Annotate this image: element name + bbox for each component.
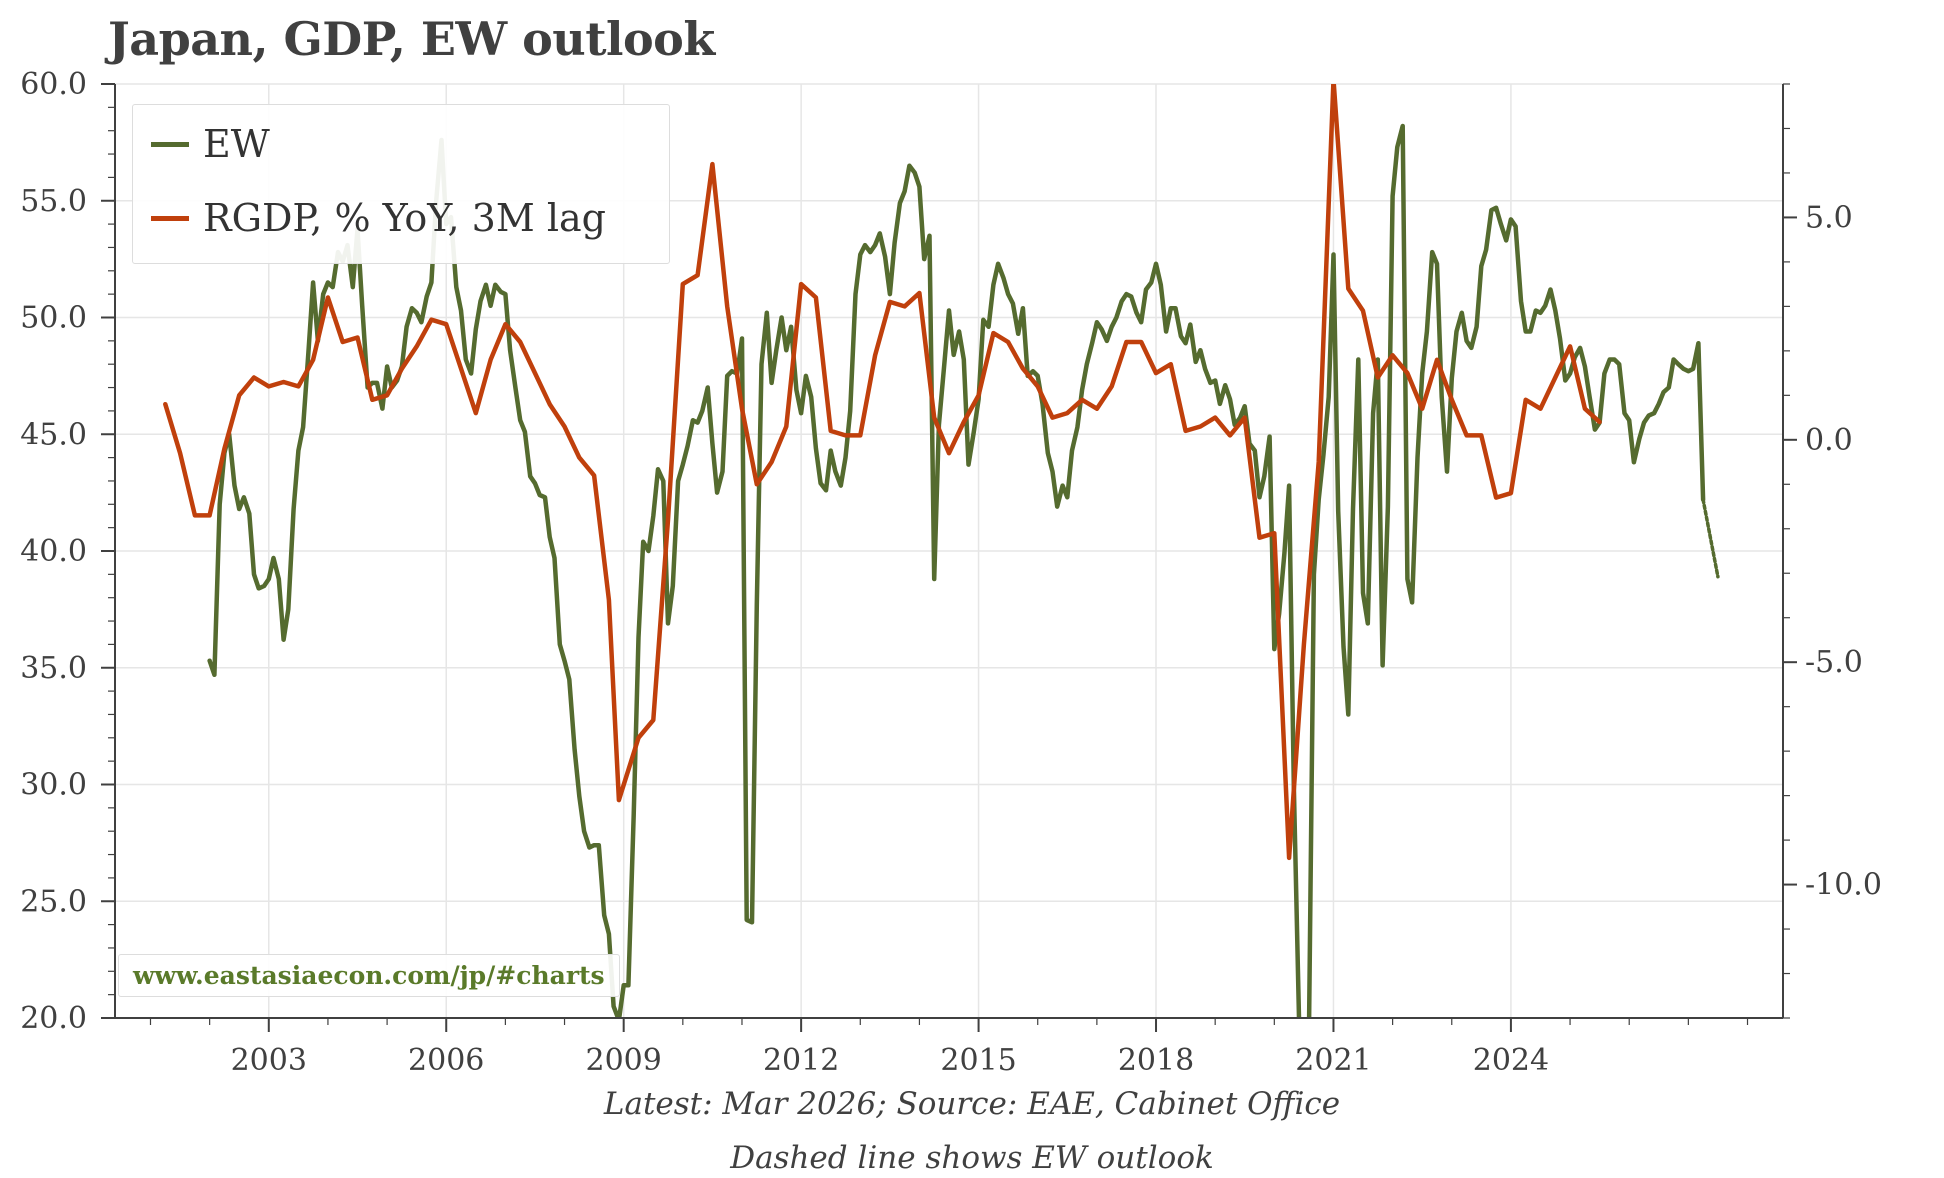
y-left-tick-label: 25.0 bbox=[20, 884, 87, 919]
legend-item-rgdp: RGDP, % YoY, 3M lag bbox=[151, 195, 606, 241]
series-ew-outlook-line bbox=[1701, 497, 1720, 579]
watermark-link[interactable]: www.eastasiaecon.com/jp/#charts bbox=[118, 954, 620, 997]
y-left-tick-label: 50.0 bbox=[20, 301, 87, 336]
x-tick-label: 2003 bbox=[231, 1043, 307, 1078]
footer-note: Dashed line shows EW outlook bbox=[730, 1140, 1214, 1176]
chart-title: Japan, GDP, EW outlook bbox=[108, 12, 715, 66]
y-left-tick-label: 35.0 bbox=[20, 651, 87, 686]
x-tick-label: 2012 bbox=[763, 1043, 839, 1078]
legend-swatch-ew bbox=[151, 141, 189, 147]
y-right-tick-label: 5.0 bbox=[1805, 200, 1853, 235]
y-left-tick-label: 40.0 bbox=[20, 534, 87, 569]
x-tick-label: 2006 bbox=[408, 1043, 484, 1078]
series-layer bbox=[163, 84, 1720, 1018]
y-left-tick-label: 30.0 bbox=[20, 768, 87, 803]
y-left-tick-label: 45.0 bbox=[20, 417, 87, 452]
legend-label-rgdp: RGDP, % YoY, 3M lag bbox=[203, 196, 606, 240]
legend-item-ew: EW bbox=[151, 121, 270, 167]
footer-source: Latest: Mar 2026; Source: EAE, Cabinet O… bbox=[603, 1086, 1341, 1122]
y-left-tick-label: 60.0 bbox=[20, 67, 87, 102]
x-tick-label: 2021 bbox=[1295, 1043, 1371, 1078]
y-left-tick-label: 20.0 bbox=[20, 1001, 87, 1036]
series-rgdp-line bbox=[163, 84, 1602, 861]
series-ew-line bbox=[207, 123, 1706, 1018]
legend: EW RGDP, % YoY, 3M lag bbox=[132, 104, 670, 264]
legend-label-ew: EW bbox=[203, 122, 270, 166]
y-right-tick-label: -5.0 bbox=[1805, 645, 1863, 680]
legend-swatch-rgdp bbox=[151, 215, 189, 221]
y-right-tick-label: 0.0 bbox=[1805, 423, 1853, 458]
x-tick-label: 2015 bbox=[940, 1043, 1016, 1078]
y-right-tick-label: -10.0 bbox=[1805, 868, 1882, 903]
x-tick-label: 2018 bbox=[1118, 1043, 1194, 1078]
y-left-tick-label: 55.0 bbox=[20, 184, 87, 219]
x-tick-label: 2024 bbox=[1473, 1043, 1549, 1078]
axis-layer: 20.0 25.0 30.0 35.0 40.0 45.0 50.0 55.0 60.0 -10.… bbox=[20, 67, 1882, 1078]
x-tick-label: 2009 bbox=[586, 1043, 662, 1078]
